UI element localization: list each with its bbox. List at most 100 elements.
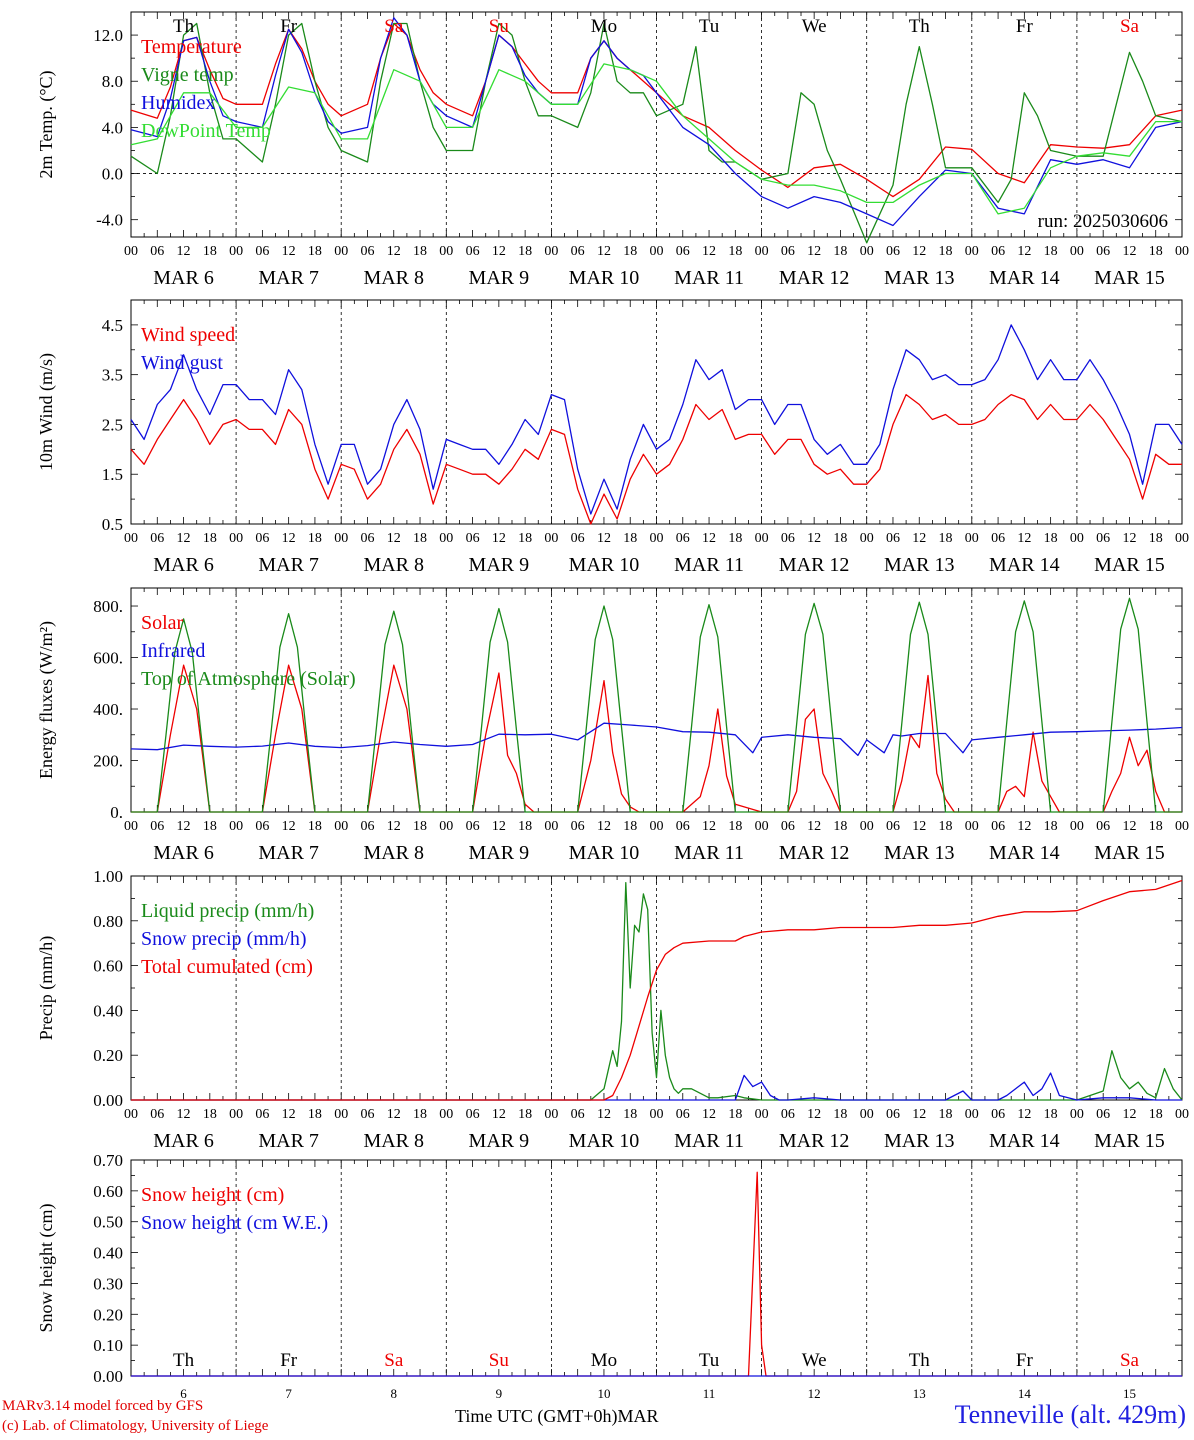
hour-tick-label: 18 [833, 531, 847, 546]
hour-tick-label: 06 [466, 244, 480, 259]
series-line-liquid-precip-mm-h [131, 882, 1183, 1101]
hour-tick-label: 00 [334, 531, 348, 546]
date-label: MAR 12 [779, 1130, 850, 1152]
hour-tick-label: 18 [413, 531, 427, 546]
hour-tick-label: 00 [1070, 531, 1084, 546]
date-label: MAR 7 [258, 554, 319, 576]
date-label: MAR 15 [1094, 1130, 1165, 1152]
hour-tick-label: 06 [255, 1107, 269, 1122]
series-line-temperature [130, 22, 1183, 198]
hour-tick-label: 12 [807, 244, 821, 259]
y-tick-label: 0.0 [102, 165, 123, 184]
series-line-dewpoint-temp [130, 63, 1182, 215]
hour-tick-label: 12 [702, 1107, 716, 1122]
y-tick-label: -4.0 [96, 211, 123, 230]
hour-tick-label: 00 [229, 531, 243, 546]
hour-tick-label: 00 [544, 819, 558, 834]
y-tick-label: 0.20 [93, 1046, 123, 1065]
hour-tick-label: 12 [1017, 244, 1031, 259]
hour-tick-label: 06 [255, 531, 269, 546]
hour-tick-label: 18 [518, 819, 532, 834]
hour-tick-label: 00 [124, 531, 138, 546]
hour-tick-label: 18 [203, 819, 217, 834]
hour-tick-label: 18 [939, 531, 953, 546]
hour-tick-label: 12 [702, 819, 716, 834]
hour-tick-label: 00 [334, 819, 348, 834]
day-number-label: 15 [1123, 1386, 1136, 1401]
weekday-label: Th [909, 16, 931, 37]
weekday-label: Th [909, 1350, 931, 1371]
hour-tick-label: 12 [282, 819, 296, 834]
legend-entry: Temperature [141, 36, 242, 58]
hour-tick-label: 12 [912, 1107, 926, 1122]
hour-tick-label: 00 [755, 1107, 769, 1122]
model-credit: MARv3.14 model forced by GFS [2, 1398, 204, 1414]
legend-entry: Snow height (cm) [141, 1184, 284, 1206]
hour-tick-label: 12 [177, 531, 191, 546]
hour-tick-label: 18 [308, 244, 322, 259]
hour-tick-label: 00 [755, 531, 769, 546]
series-line-snow-precip-mm-h [131, 1072, 1182, 1101]
weekday-label: We [802, 1350, 827, 1371]
y-tick-label: 0.20 [93, 1305, 123, 1324]
hour-tick-label: 12 [177, 819, 191, 834]
hour-tick-label: 06 [781, 531, 795, 546]
hour-tick-label: 06 [150, 244, 164, 259]
hour-tick-label: 06 [676, 244, 690, 259]
y-tick-label: 0.5 [102, 515, 123, 534]
hour-tick-label: 00 [965, 244, 979, 259]
legend-entry: Total cumulated (cm) [141, 956, 313, 978]
time-axis-month: MAR [617, 1406, 659, 1426]
date-label: MAR 9 [469, 842, 530, 864]
hour-tick-label: 18 [623, 819, 637, 834]
hour-tick-label: 00 [860, 1107, 874, 1122]
hour-tick-label: 06 [991, 244, 1005, 259]
hour-tick-label: 00 [860, 531, 874, 546]
time-axis-label: Time UTC (GMT+0h) [455, 1406, 618, 1426]
hour-tick-label: 18 [518, 1107, 532, 1122]
date-label: MAR 14 [989, 267, 1060, 289]
hour-tick-label: 18 [1044, 531, 1058, 546]
hour-tick-label: 18 [518, 244, 532, 259]
date-label: MAR 10 [569, 1130, 640, 1152]
hour-tick-label: 00 [965, 531, 979, 546]
hour-tick-label: 06 [466, 819, 480, 834]
y-tick-label: 800. [93, 597, 123, 616]
hour-tick-label: 12 [492, 531, 506, 546]
date-label: MAR 8 [363, 1130, 424, 1152]
y-axis-label: 2m Temp. (°C) [36, 70, 57, 178]
hour-tick-label: 06 [571, 819, 585, 834]
hour-tick-label: 18 [203, 244, 217, 259]
hour-tick-label: 06 [360, 531, 374, 546]
series-line-infrared [130, 722, 1183, 757]
legend-entry: Top of Atmosphere (Solar) [141, 668, 356, 690]
weekday-label: Fr [280, 16, 298, 37]
hour-tick-label: 06 [255, 819, 269, 834]
hour-tick-label: 12 [177, 244, 191, 259]
hour-tick-label: 06 [1096, 1107, 1110, 1122]
day-number-label: 9 [496, 1386, 503, 1401]
hour-tick-label: 12 [282, 244, 296, 259]
y-axis-label: Energy fluxes (W/m²) [36, 621, 57, 779]
date-label: MAR 6 [153, 842, 214, 864]
hour-tick-label: 00 [544, 244, 558, 259]
hour-tick-label: 18 [1044, 819, 1058, 834]
hour-tick-label: 06 [360, 1107, 374, 1122]
hour-tick-label: 06 [781, 244, 795, 259]
hour-tick-label: 06 [991, 819, 1005, 834]
hour-tick-label: 00 [650, 819, 664, 834]
y-tick-label: 1.5 [102, 465, 123, 484]
y-tick-label: 0.40 [93, 1244, 123, 1263]
hour-tick-label: 18 [939, 1107, 953, 1122]
hour-tick-label: 12 [1017, 819, 1031, 834]
hour-tick-label: 12 [282, 531, 296, 546]
hour-tick-label: 00 [544, 1107, 558, 1122]
hour-tick-label: 00 [1175, 819, 1189, 834]
hour-tick-label: 12 [807, 531, 821, 546]
hour-tick-label: 06 [1096, 531, 1110, 546]
hour-tick-label: 12 [1122, 531, 1136, 546]
station-title: Tenneville (alt. 429m) [954, 1400, 1186, 1429]
lab-credit: (c) Lab. of Climatology, University of L… [2, 1418, 269, 1434]
legend-entry: Infrared [141, 640, 205, 662]
panel-temperature: -4.0 0.0 4.0 8.0 12.0 2m Temp. (°C) Temperatur… [36, 11, 1189, 289]
